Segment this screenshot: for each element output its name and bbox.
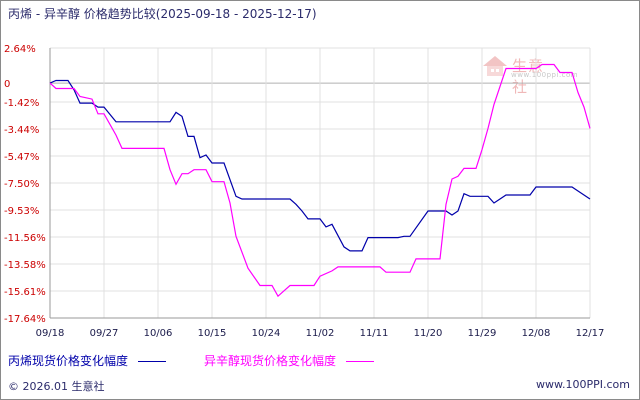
footer-copyright: © 2026.01 生意社 (8, 380, 105, 393)
legend-swatch-series-2 (345, 361, 374, 362)
y-tick-label: -3.44% (4, 125, 39, 136)
y-axis-ticks: 2.64% 0 -1.42% -3.44% -5.47% -7.50% -9.53% -11.… (4, 44, 46, 325)
series-line-1 (49, 79, 591, 252)
legend-item-series-1: 丙烯现货价格变化幅度 (8, 352, 166, 369)
legend-label-series-2: 异辛醇现货价格变化幅度 (204, 354, 337, 368)
y-tick-label: -7.50% (4, 179, 39, 190)
chart-axes (49, 48, 590, 319)
y-tick-label: -9.53% (4, 206, 39, 217)
x-tick-label: 10/24 (252, 328, 281, 339)
y-tick-label: -11.56% (4, 233, 46, 244)
y-tick-label: -15.61% (4, 287, 46, 298)
legend-swatch-series-1 (137, 361, 166, 362)
series-line-2 (49, 63, 591, 298)
house-icon (483, 56, 507, 76)
x-tick-label: 11/20 (414, 328, 443, 339)
y-tick-label: 0 (4, 79, 10, 90)
chart-grid (49, 47, 591, 319)
x-tick-label: 11/02 (306, 328, 335, 339)
y-tick-label: -5.47% (4, 152, 39, 163)
footer-url: www.100PPI.com (536, 378, 630, 391)
x-axis-ticks: 09/18 09/27 10/06 10/15 10/24 11/02 11/11 11/20… (36, 328, 605, 339)
y-tick-label: -1.42% (4, 98, 39, 109)
chart-series (49, 63, 591, 298)
chart-title: 丙烯 - 异辛醇 价格趋势比较(2025-09-18 - 2025-12-17) (8, 7, 317, 21)
x-tick-label: 09/18 (36, 328, 65, 339)
legend-label-series-1: 丙烯现货价格变化幅度 (8, 354, 129, 368)
y-tick-label: -13.58% (4, 260, 46, 271)
x-tick-label: 12/08 (522, 328, 551, 339)
y-tick-label: 2.64% (4, 44, 36, 55)
y-tick-label: -17.64% (4, 314, 46, 325)
x-tick-label: 11/29 (468, 328, 497, 339)
watermark-logo: 生意社 www.100ppi.com (482, 55, 578, 96)
x-tick-label: 09/27 (90, 328, 119, 339)
watermark-url: www.100ppi.com (511, 71, 579, 79)
x-tick-label: 10/06 (144, 328, 173, 339)
watermark-brand: 生意社 (512, 57, 545, 96)
x-tick-label: 12/17 (576, 328, 605, 339)
x-tick-label: 11/11 (360, 328, 389, 339)
legend-item-series-2: 异辛醇现货价格变化幅度 (204, 352, 374, 369)
x-tick-label: 10/15 (198, 328, 227, 339)
